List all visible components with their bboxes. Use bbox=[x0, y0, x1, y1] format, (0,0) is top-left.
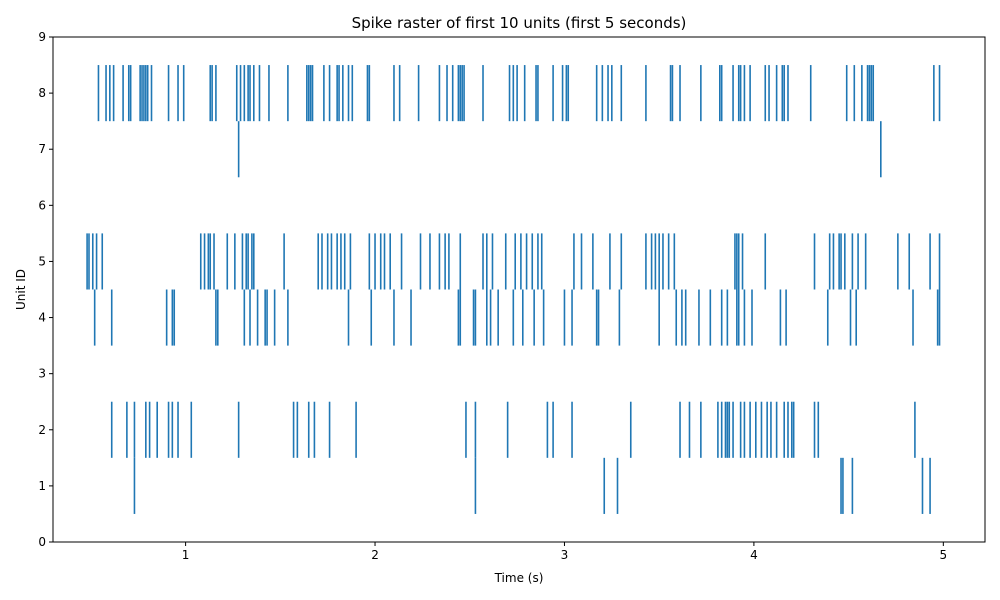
x-tick-label: 3 bbox=[561, 548, 569, 562]
x-axis-ticks: 1 2 3 4 5 bbox=[182, 542, 947, 562]
y-tick-label: 5 bbox=[38, 254, 46, 268]
y-tick-label: 1 bbox=[38, 479, 46, 493]
x-tick-label: 4 bbox=[750, 548, 758, 562]
x-tick-label: 5 bbox=[940, 548, 948, 562]
y-tick-label: 0 bbox=[38, 535, 46, 549]
chart-title: Spike raster of first 10 units (first 5 … bbox=[352, 14, 687, 32]
y-tick-label: 8 bbox=[38, 86, 46, 100]
spike-marks bbox=[86, 65, 941, 514]
x-tick-label: 1 bbox=[182, 548, 190, 562]
y-axis-label: Unit ID bbox=[14, 269, 28, 310]
y-axis-ticks: 0 1 2 3 4 5 6 7 8 9 bbox=[38, 30, 53, 549]
y-tick-label: 9 bbox=[38, 30, 46, 44]
y-tick-label: 4 bbox=[38, 311, 46, 325]
y-tick-label: 3 bbox=[38, 367, 46, 381]
y-tick-label: 6 bbox=[38, 198, 46, 212]
x-axis-label: Time (s) bbox=[494, 571, 544, 585]
y-tick-label: 7 bbox=[38, 142, 46, 156]
x-tick-label: 2 bbox=[371, 548, 379, 562]
y-tick-label: 2 bbox=[38, 423, 46, 437]
plot-frame bbox=[52, 36, 986, 543]
